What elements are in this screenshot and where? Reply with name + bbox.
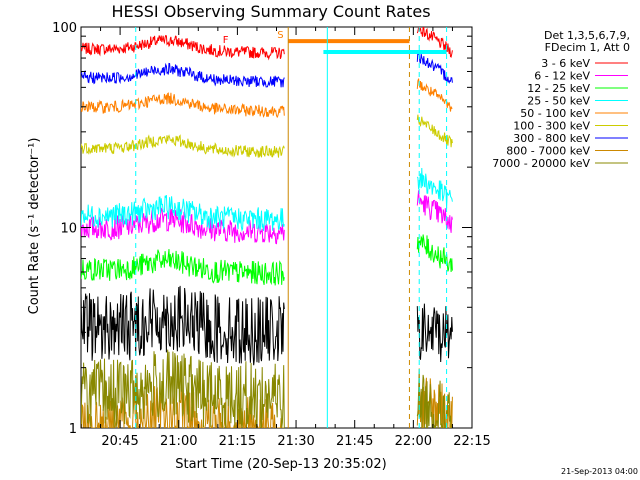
legend-label-5: 50 - 100 keV — [520, 107, 590, 120]
legend-label-8: 800 - 7000 keV — [506, 145, 590, 158]
x-tick-label: 22:15 — [453, 434, 490, 449]
x-axis-title: Start Time (20-Sep-13 20:35:02) — [175, 457, 386, 472]
x-tick-label: 22:00 — [395, 434, 432, 449]
series-3 — [81, 234, 453, 286]
legend-label-7: 300 - 800 keV — [513, 132, 590, 145]
y-axis-title: Count Rate (s⁻¹ detector⁻¹) — [27, 138, 42, 315]
legend-label-3: 12 - 25 keV — [527, 82, 590, 95]
legend-label-9: 7000 - 20000 keV — [492, 157, 590, 170]
series-5 — [81, 78, 453, 119]
x-tick-label: 21:15 — [219, 434, 256, 449]
series-line-5-pre — [81, 92, 285, 119]
flag-marker-2: S — [277, 30, 283, 41]
series-7 — [81, 51, 453, 88]
series-9 — [81, 349, 453, 428]
series-6 — [81, 114, 453, 158]
series-black-line-pre — [81, 285, 285, 366]
series-line-5-post — [416, 78, 453, 112]
data-layer — [81, 27, 453, 428]
legend-header-line-2: FDecim 1, Att 0 — [545, 41, 630, 54]
y-tick-label: 10 — [60, 222, 77, 237]
series-black — [81, 285, 453, 366]
x-tick-label: 21:45 — [336, 434, 373, 449]
plot-area: 20:45 21:00 21:15 21:30 21:45 22:00 22:15 1 10 10… — [52, 21, 491, 449]
chart-title: HESSI Observing Summary Count Rates — [111, 2, 430, 21]
footer-timestamp: 21-Sep-2013 04:00 — [561, 467, 638, 476]
legend-label-1: 3 - 6 keV — [541, 57, 590, 70]
x-tick-label: 20:45 — [101, 434, 138, 449]
y-tick-label: 1 — [69, 422, 77, 437]
x-tick-label: 21:30 — [277, 434, 314, 449]
series-line-7-post — [416, 51, 453, 84]
legend-label-2: 6 - 12 keV — [534, 70, 590, 83]
legend-label-6: 100 - 300 keV — [513, 120, 590, 133]
series-line-3-post — [416, 234, 453, 273]
x-tick-label: 21:00 — [160, 434, 197, 449]
series-line-9-pre — [81, 349, 285, 428]
series-line-6-post — [416, 114, 453, 148]
legend-header-line-1: Det 1,3,5,6,7,9, — [544, 29, 630, 42]
series-line-3-pre — [81, 249, 285, 286]
legend-label-4: 25 - 50 keV — [527, 95, 590, 108]
legend: Det 1,3,5,6,7,9, FDecim 1, Att 0 3 - 6 k… — [492, 29, 630, 170]
series-line-7-pre — [81, 62, 285, 88]
flag-marker-1: F — [223, 35, 229, 46]
series-line-4-pre — [81, 195, 285, 232]
y-tick-label: 100 — [52, 21, 77, 36]
series-line-6-pre — [81, 134, 285, 158]
series-black-line-post — [416, 303, 453, 363]
series-line-9-post — [416, 368, 453, 428]
series-line-1-pre — [81, 34, 285, 61]
